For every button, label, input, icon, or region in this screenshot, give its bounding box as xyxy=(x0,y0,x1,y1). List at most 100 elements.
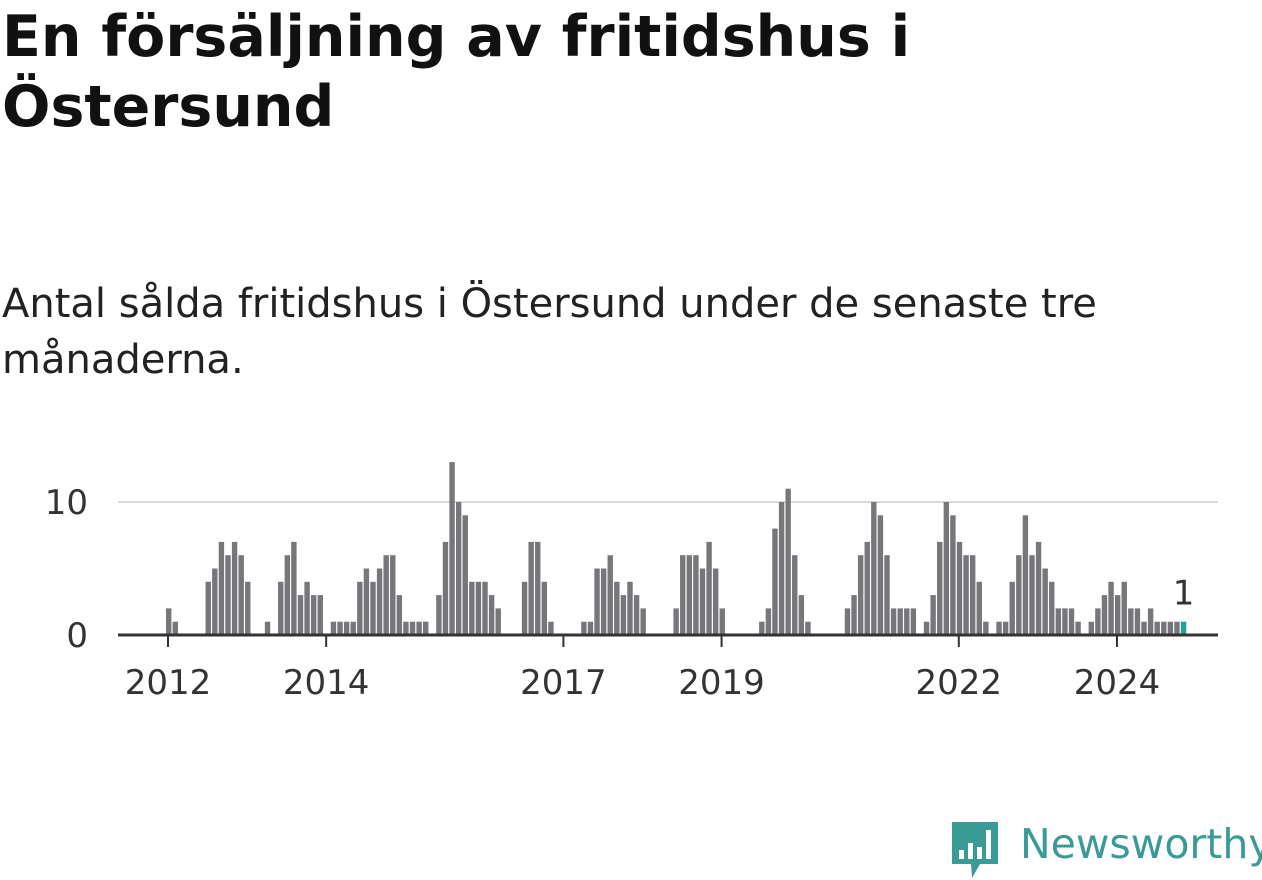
x-tick-label: 2019 xyxy=(678,663,765,703)
newsworthy-logo: Newsworthy xyxy=(950,818,1262,878)
bar xyxy=(877,515,884,635)
bar xyxy=(594,568,600,635)
bar xyxy=(963,555,969,635)
bar xyxy=(245,581,251,635)
chart-title: En försäljning av fritidshus i Östersund xyxy=(2,4,911,140)
bar xyxy=(937,541,943,635)
bar xyxy=(1035,541,1042,635)
bar xyxy=(370,581,376,635)
label-layer: 0 10 2012 2014 2017 2019 2022 2024 1 xyxy=(45,483,1195,703)
bar xyxy=(923,621,930,635)
bar xyxy=(785,488,791,635)
bar xyxy=(436,595,442,635)
bar xyxy=(343,621,350,635)
bar xyxy=(403,621,409,635)
newsworthy-chart-bubble-icon xyxy=(952,822,998,878)
bar xyxy=(673,608,679,635)
bar xyxy=(1174,621,1180,635)
bar xyxy=(581,621,587,635)
bar xyxy=(778,502,785,635)
bar xyxy=(890,608,897,635)
bar xyxy=(798,595,805,635)
bar xyxy=(310,595,317,635)
bar xyxy=(765,608,772,635)
bar xyxy=(416,621,422,635)
bar xyxy=(1147,608,1154,635)
bar xyxy=(291,541,297,635)
bar xyxy=(1121,581,1127,635)
bar xyxy=(1068,608,1075,635)
bar xyxy=(996,621,1002,635)
bar xyxy=(383,555,389,635)
x-tick-label: 2024 xyxy=(1074,663,1161,703)
bar xyxy=(1049,581,1055,635)
x-tick-label: 2012 xyxy=(125,663,212,703)
bar xyxy=(851,595,857,635)
bar xyxy=(264,621,271,635)
bar xyxy=(297,595,304,635)
bar xyxy=(488,595,495,635)
bar xyxy=(633,595,640,635)
bar xyxy=(409,621,416,635)
bar xyxy=(1029,555,1035,635)
bar xyxy=(304,581,310,635)
bar xyxy=(423,621,429,635)
bar xyxy=(1108,581,1114,635)
x-tick-label: 2022 xyxy=(916,663,1003,703)
bar xyxy=(469,581,475,635)
bar xyxy=(1128,608,1134,635)
x-tick-label: 2017 xyxy=(520,663,607,703)
chart-subtitle: Antal sålda fritidshus i Östersund under… xyxy=(2,281,1097,383)
bar xyxy=(212,568,218,635)
bar xyxy=(363,568,370,635)
bar xyxy=(693,555,699,635)
bar xyxy=(482,581,488,635)
brand-name: Newsworthy xyxy=(1020,820,1262,868)
bar xyxy=(172,621,178,635)
bar xyxy=(541,581,548,635)
y-tick-label: 0 xyxy=(66,616,88,656)
bar xyxy=(627,581,633,635)
bar xyxy=(350,621,356,635)
bar xyxy=(337,621,343,635)
bar xyxy=(1042,568,1048,635)
bar xyxy=(238,555,244,635)
bar xyxy=(956,541,963,635)
axis-layer xyxy=(118,633,1218,647)
bar xyxy=(535,541,541,635)
bar xyxy=(1022,515,1029,635)
bar xyxy=(548,621,554,635)
bar xyxy=(620,595,627,635)
bar xyxy=(792,555,798,635)
bar xyxy=(983,621,989,635)
bar xyxy=(1114,595,1121,635)
bar xyxy=(1062,608,1068,635)
bar xyxy=(897,608,903,635)
bar xyxy=(495,608,501,635)
bar xyxy=(521,581,528,635)
bar xyxy=(462,515,468,635)
bar xyxy=(805,621,811,635)
bar-layer xyxy=(166,462,1187,635)
bar xyxy=(871,502,877,635)
bar xyxy=(330,621,337,635)
bar xyxy=(166,608,172,635)
bar xyxy=(950,515,956,635)
bar xyxy=(1167,621,1174,635)
bar xyxy=(910,608,917,635)
bar xyxy=(376,568,383,635)
bar xyxy=(442,541,449,635)
latest-value-label: 1 xyxy=(1173,574,1195,614)
bar xyxy=(699,568,706,635)
bar xyxy=(844,608,851,635)
bar xyxy=(357,581,363,635)
bar xyxy=(712,568,719,635)
x-tick-label: 2014 xyxy=(283,663,370,703)
bar xyxy=(317,595,323,635)
bar xyxy=(455,502,462,635)
bar xyxy=(475,581,482,635)
bar xyxy=(1134,608,1141,635)
bar xyxy=(904,608,910,635)
bar xyxy=(1161,621,1167,635)
bar xyxy=(607,555,613,635)
